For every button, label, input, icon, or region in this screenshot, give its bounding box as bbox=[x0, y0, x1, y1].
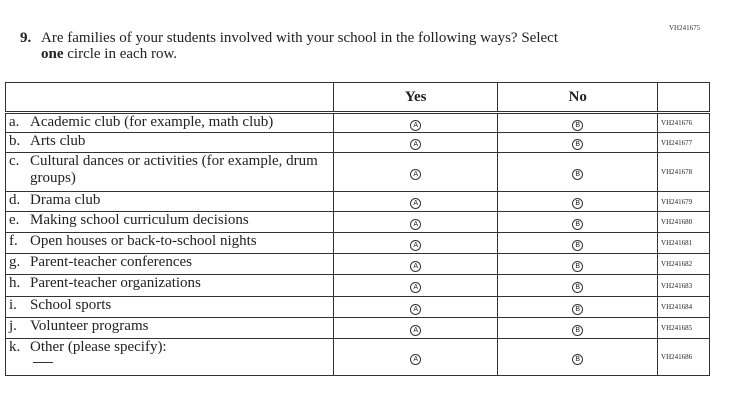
row-letter: c. bbox=[9, 153, 20, 169]
yes-radio[interactable]: A bbox=[410, 324, 422, 336]
yes-radio[interactable]: A bbox=[410, 239, 422, 251]
no-radio[interactable]: B bbox=[572, 198, 584, 209]
row-letter: i. bbox=[9, 297, 17, 313]
no-radio[interactable]: B bbox=[572, 324, 584, 336]
no-radio[interactable]: B bbox=[572, 260, 584, 272]
row-id: VH241676 bbox=[657, 112, 710, 133]
no-radio[interactable]: B bbox=[572, 353, 584, 365]
row-label: g. Parent-teacher conferences bbox=[5, 253, 334, 275]
question-number: 9. bbox=[20, 30, 32, 46]
row-text: School sports bbox=[30, 297, 112, 313]
row-id: VH241680 bbox=[657, 211, 710, 233]
row-id: VH241681 bbox=[657, 232, 710, 254]
table-row: d. Drama club A B VH241679 bbox=[5, 191, 710, 212]
yes-header: Yes bbox=[332, 82, 499, 114]
row-label: j. Volunteer programs bbox=[5, 317, 334, 339]
question-id: VH241675 bbox=[669, 24, 701, 32]
row-id: VH241683 bbox=[657, 274, 710, 297]
table-row: e. Making school curriculum decisions A B… bbox=[5, 211, 710, 233]
row-text: Academic club (for example, math club) bbox=[30, 114, 274, 130]
row-id: VH241684 bbox=[657, 296, 710, 318]
row-label: a. Academic club (for example, math club) bbox=[5, 112, 334, 133]
yes-radio[interactable]: A bbox=[410, 168, 422, 180]
row-letter: b. bbox=[9, 133, 21, 149]
row-id: VH241685 bbox=[657, 317, 710, 339]
no-radio[interactable]: B bbox=[572, 139, 584, 150]
table-row: h. Parent-teacher organizations A B VH241… bbox=[5, 274, 710, 297]
row-letter: h. bbox=[9, 275, 21, 291]
row-text: Arts club bbox=[30, 133, 86, 149]
yes-radio[interactable]: A bbox=[410, 282, 422, 293]
row-letter: k. bbox=[9, 339, 21, 355]
no-radio[interactable]: B bbox=[572, 303, 584, 315]
question-text: 9. Are families of your students involved… bbox=[20, 30, 640, 62]
row-id: VH241677 bbox=[657, 132, 710, 153]
no-radio[interactable]: B bbox=[572, 119, 584, 131]
question-bold-word: one bbox=[41, 46, 64, 62]
row-label: h. Parent-teacher organizations bbox=[5, 274, 334, 297]
row-letter: d. bbox=[9, 192, 21, 208]
header-row: Yes No bbox=[5, 82, 710, 114]
row-text: Volunteer programs bbox=[30, 318, 149, 334]
table-row: j. Volunteer programs A B VH241685 bbox=[5, 317, 710, 339]
row-letter: g. bbox=[9, 254, 21, 270]
row-label: f. Open houses or back-to-school nights bbox=[5, 232, 334, 254]
yes-radio[interactable]: A bbox=[410, 353, 422, 365]
no-radio[interactable]: B bbox=[572, 218, 584, 230]
row-label: k. Other (please specify): bbox=[5, 338, 334, 376]
no-header: No bbox=[497, 82, 659, 114]
table-row: i. School sports A B VH241684 bbox=[5, 296, 710, 318]
question-line1: Are families of your students involved w… bbox=[41, 30, 558, 46]
row-text: Other (please specify): bbox=[30, 339, 167, 355]
row-text: Open houses or back-to-school nights bbox=[30, 233, 257, 249]
row-text: Parent-teacher organizations bbox=[30, 275, 201, 291]
table-row: k. Other (please specify): A B VH241686 bbox=[5, 338, 710, 376]
row-text: Making school curriculum decisions bbox=[30, 212, 249, 228]
row-text: Parent-teacher conferences bbox=[30, 254, 192, 270]
row-label: c. Cultural dances or activities (for exa… bbox=[5, 152, 334, 192]
table-row: c. Cultural dances or activities (for exa… bbox=[5, 152, 710, 192]
row-id: VH241678 bbox=[657, 152, 710, 192]
row-label: d. Drama club bbox=[5, 191, 334, 212]
no-radio[interactable]: B bbox=[572, 168, 584, 180]
yes-radio[interactable]: A bbox=[410, 139, 422, 150]
table-row: a. Academic club (for example, math club)… bbox=[5, 112, 710, 133]
response-table: Yes No a. Academic club (for example, mat… bbox=[5, 82, 710, 376]
row-id: VH241686 bbox=[657, 338, 710, 376]
row-letter: f. bbox=[9, 233, 18, 249]
no-radio[interactable]: B bbox=[572, 282, 584, 293]
table-row: b. Arts club A B VH241677 bbox=[5, 132, 710, 153]
table-row: g. Parent-teacher conferences A B VH24168… bbox=[5, 253, 710, 275]
row-text: Cultural dances or activities (for examp… bbox=[30, 153, 318, 186]
row-label: e. Making school curriculum decisions bbox=[5, 211, 334, 233]
row-letter: j. bbox=[9, 318, 17, 334]
row-label: i. School sports bbox=[5, 296, 334, 318]
row-letter: a. bbox=[9, 114, 20, 130]
yes-radio[interactable]: A bbox=[410, 303, 422, 315]
table-row: f. Open houses or back-to-school nights A… bbox=[5, 232, 710, 254]
row-id: VH241682 bbox=[657, 253, 710, 275]
row-text: Drama club bbox=[30, 192, 101, 208]
row-label: b. Arts club bbox=[5, 132, 334, 153]
yes-radio[interactable]: A bbox=[410, 198, 422, 209]
specify-blank[interactable] bbox=[33, 362, 53, 363]
row-id: VH241679 bbox=[657, 191, 710, 212]
no-radio[interactable]: B bbox=[572, 239, 584, 251]
yes-radio[interactable]: A bbox=[410, 260, 422, 272]
question-line2: circle in each row. bbox=[63, 46, 178, 62]
row-letter: e. bbox=[9, 212, 20, 228]
yes-radio[interactable]: A bbox=[410, 119, 422, 131]
yes-radio[interactable]: A bbox=[410, 218, 422, 230]
